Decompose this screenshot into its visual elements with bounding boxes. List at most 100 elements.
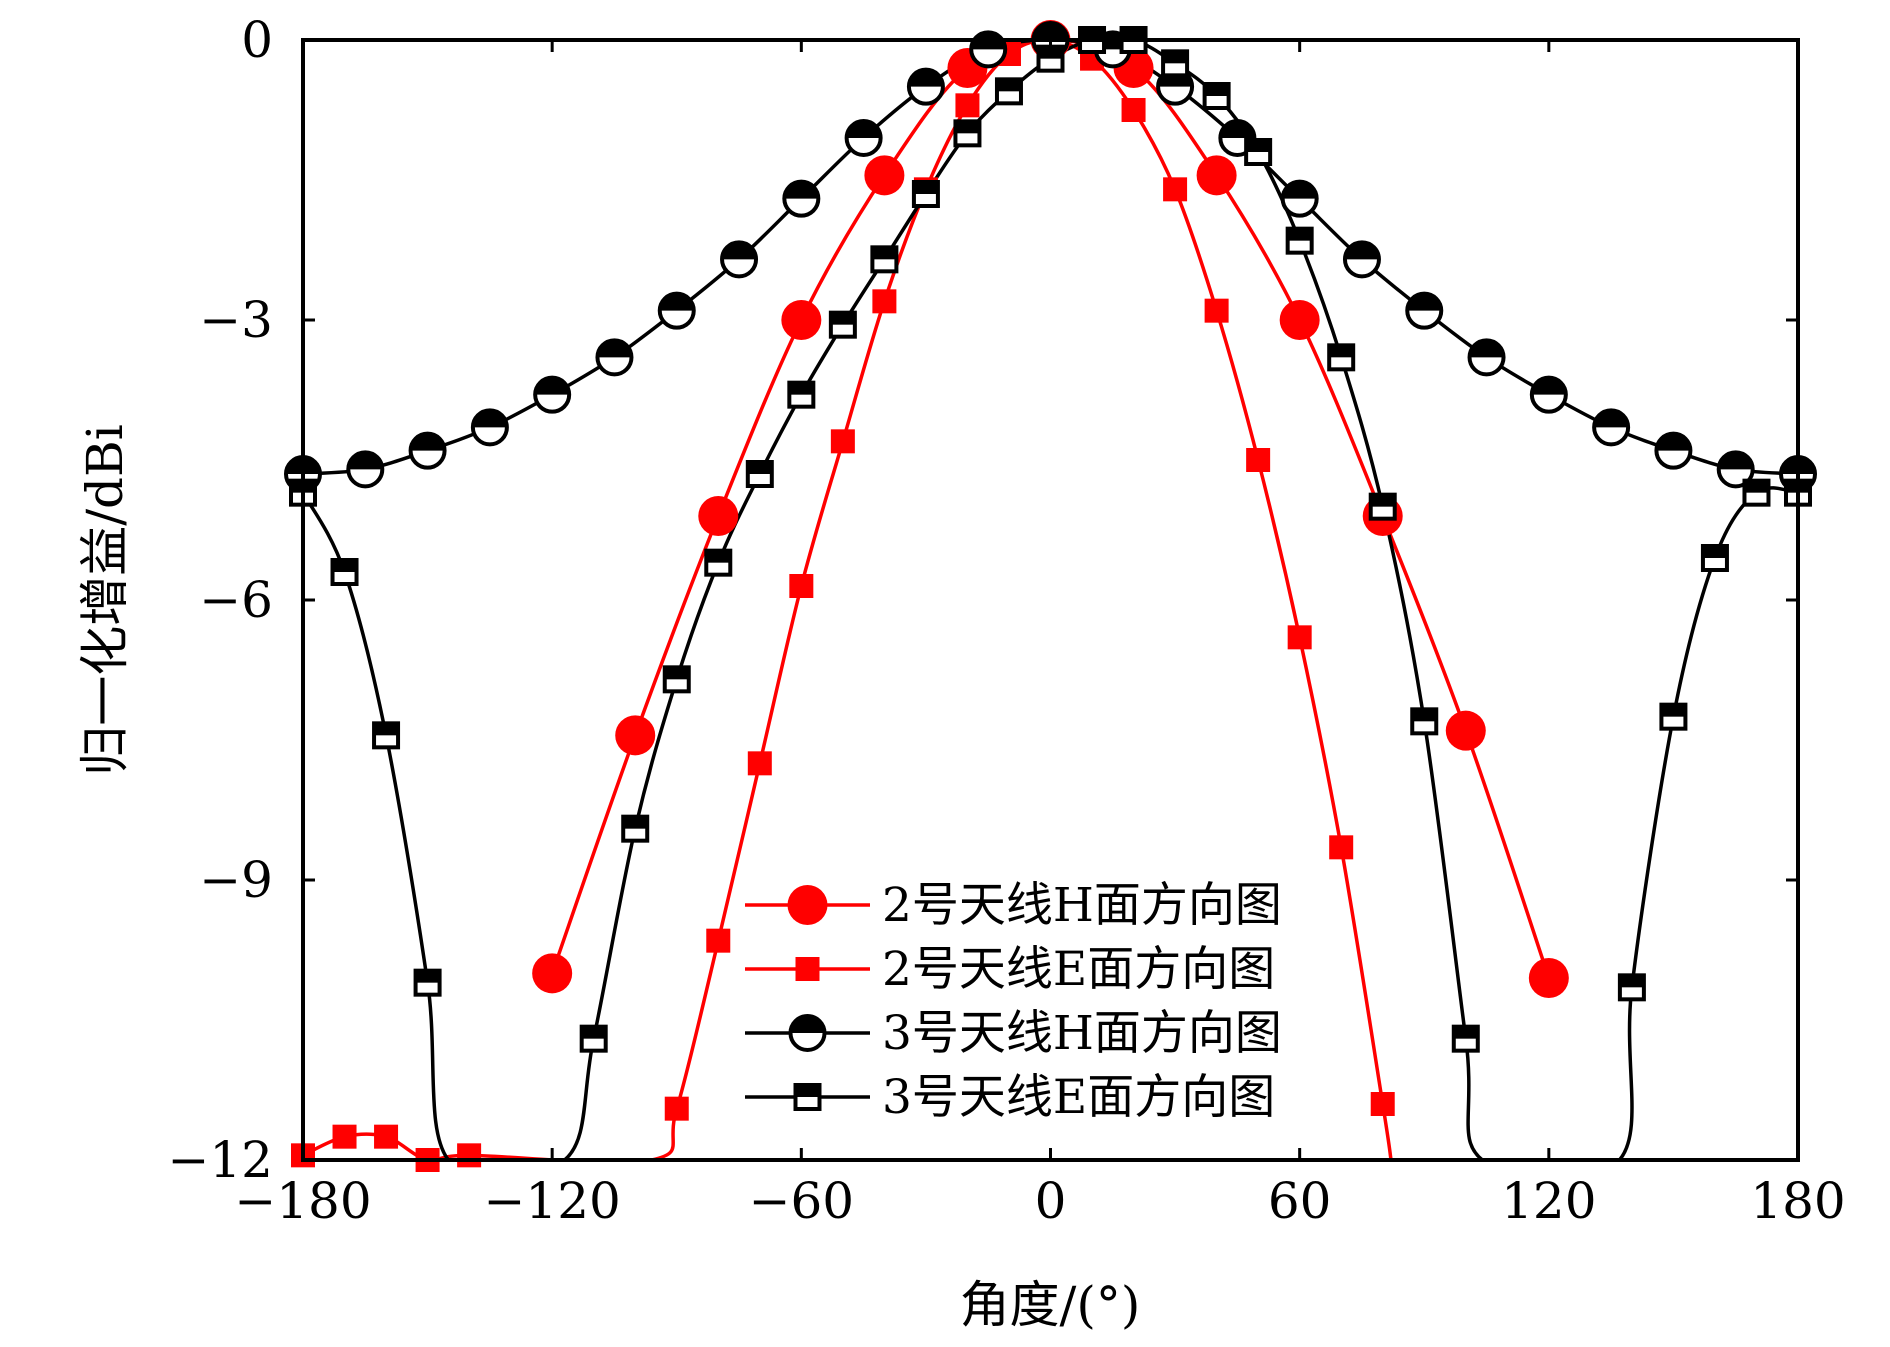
series-1-point bbox=[615, 715, 656, 756]
legend-item: 2号天线H面方向图 bbox=[745, 878, 1282, 933]
series-1-point bbox=[781, 300, 822, 340]
series-3-point bbox=[346, 450, 385, 489]
series-4-point bbox=[1202, 82, 1231, 110]
x-tick-label: −180 bbox=[234, 1172, 371, 1230]
series-1-point bbox=[698, 496, 739, 536]
legend-swatch-marker bbox=[787, 885, 828, 925]
series-3-point bbox=[408, 431, 447, 470]
series-4-point bbox=[1036, 44, 1065, 73]
series-2-point bbox=[664, 1096, 689, 1121]
x-tick-label: 120 bbox=[1501, 1172, 1596, 1230]
y-tick-label: −6 bbox=[199, 571, 273, 629]
legend-label: 3号天线H面方向图 bbox=[882, 1006, 1282, 1061]
series-4-point bbox=[1161, 49, 1190, 78]
series-4-point bbox=[662, 665, 691, 694]
y-tick-label: −9 bbox=[199, 851, 273, 909]
series-3-point bbox=[595, 338, 634, 377]
series-4-point bbox=[911, 180, 940, 208]
series-3-point bbox=[844, 119, 883, 157]
y-tick-label: −3 bbox=[199, 291, 273, 349]
legend-item: 3号天线E面方向图 bbox=[745, 1070, 1275, 1125]
series-3-point bbox=[1654, 431, 1693, 470]
series-2-point bbox=[1287, 625, 1312, 650]
series-2-point bbox=[955, 93, 980, 118]
series-3-point bbox=[782, 179, 821, 218]
series-3-point bbox=[1467, 338, 1506, 377]
series-4-point bbox=[953, 119, 982, 148]
series-4-point bbox=[787, 380, 816, 409]
series-4-point bbox=[1742, 478, 1771, 507]
series-2-point bbox=[457, 1143, 482, 1168]
series-3-point bbox=[657, 291, 696, 330]
series-1-point bbox=[1196, 155, 1237, 196]
x-tick-label: 180 bbox=[1750, 1172, 1845, 1230]
series-4-point bbox=[330, 558, 359, 586]
series-2-point bbox=[1163, 177, 1188, 202]
legend-swatch-marker bbox=[793, 1083, 822, 1111]
series-2-point bbox=[789, 574, 814, 598]
series-3-point bbox=[1342, 240, 1381, 279]
series-4-point bbox=[1368, 492, 1397, 521]
x-tick-label: 60 bbox=[1268, 1172, 1332, 1230]
series-4-point bbox=[1451, 1024, 1480, 1053]
series-4-point bbox=[1700, 544, 1729, 572]
series-4-point bbox=[1244, 138, 1273, 166]
legend-label: 2号天线H面方向图 bbox=[882, 878, 1282, 933]
series-2-point bbox=[374, 1124, 399, 1149]
series-3-point bbox=[720, 240, 759, 279]
series-1-point bbox=[864, 155, 905, 196]
legend-item: 3号天线H面方向图 bbox=[745, 1006, 1282, 1061]
series-4-point bbox=[1327, 343, 1356, 372]
series-1-point bbox=[1528, 958, 1569, 998]
legend: 2号天线H面方向图 2号天线E面方向图 3号天线H面方向图 3号天线E面方向图 bbox=[745, 878, 1282, 1125]
y-axis-title: 归一化增益/dBi bbox=[76, 424, 134, 776]
series-2-point bbox=[1204, 298, 1229, 323]
series-3-point bbox=[1529, 375, 1568, 414]
series-4-point bbox=[621, 814, 650, 843]
series-2-point bbox=[830, 429, 855, 454]
legend-item: 2号天线E面方向图 bbox=[745, 942, 1275, 997]
x-tick-label: −60 bbox=[749, 1172, 855, 1230]
series-4-point bbox=[1285, 226, 1314, 255]
series-2-point bbox=[332, 1124, 357, 1149]
series-2-point bbox=[1370, 1092, 1395, 1116]
series-1-point bbox=[1279, 300, 1320, 340]
series-4-point bbox=[704, 548, 733, 577]
series-3-point bbox=[906, 67, 945, 106]
series-3-point bbox=[1280, 179, 1319, 218]
y-tick-label: 0 bbox=[241, 11, 273, 69]
series-3-point bbox=[969, 30, 1008, 69]
series-2-point bbox=[872, 289, 897, 314]
series-4-point bbox=[1617, 973, 1646, 1002]
series-2-point bbox=[1246, 448, 1271, 472]
series-4-point bbox=[870, 245, 899, 274]
series-1-point bbox=[1445, 710, 1486, 751]
series-4-point bbox=[372, 721, 401, 750]
series-4-point bbox=[745, 460, 774, 488]
legend-label: 2号天线E面方向图 bbox=[882, 942, 1275, 997]
series-3-point bbox=[533, 375, 572, 414]
x-tick-label: 0 bbox=[1035, 1172, 1067, 1230]
series-4-point bbox=[1410, 707, 1439, 736]
series-3-point bbox=[1592, 408, 1631, 447]
series-2-point bbox=[1329, 835, 1354, 860]
series-3-point bbox=[1405, 291, 1444, 330]
series-4-point bbox=[413, 968, 442, 997]
series-2-point bbox=[1121, 98, 1146, 122]
x-tick-label: −120 bbox=[483, 1172, 620, 1230]
series-1-point bbox=[532, 953, 573, 994]
series-3-point bbox=[1716, 450, 1755, 489]
series-4-point bbox=[579, 1024, 608, 1053]
series-3-point bbox=[470, 408, 509, 447]
series-2-point bbox=[706, 928, 731, 953]
x-axis-title: 角度/(°) bbox=[960, 1276, 1141, 1334]
series-4-point bbox=[994, 77, 1023, 106]
y-tick-label: −12 bbox=[167, 1131, 273, 1189]
series-4-point bbox=[828, 310, 857, 339]
legend-swatch-marker bbox=[788, 1014, 827, 1052]
legend-label: 3号天线E面方向图 bbox=[882, 1070, 1275, 1125]
legend-swatch-marker bbox=[795, 957, 820, 981]
series-4-point bbox=[1659, 702, 1688, 731]
series-2-point bbox=[747, 751, 772, 776]
